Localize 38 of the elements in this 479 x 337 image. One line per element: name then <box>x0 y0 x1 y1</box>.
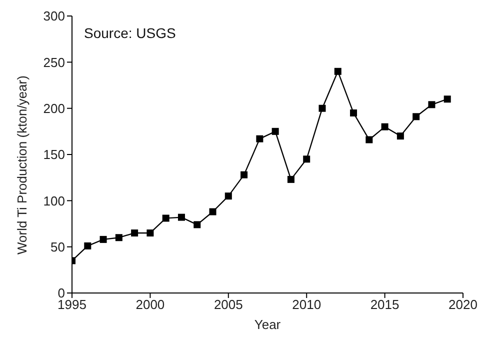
point <box>318 104 326 112</box>
point <box>381 123 388 130</box>
point <box>366 136 373 144</box>
point <box>272 128 279 135</box>
point <box>224 192 232 200</box>
point <box>194 221 201 228</box>
point <box>287 176 294 183</box>
y-tick-label: 250 <box>43 54 65 70</box>
point <box>256 135 264 142</box>
point <box>396 132 404 140</box>
x-axis-title: Year <box>254 317 282 332</box>
y-tick-label: 200 <box>43 100 65 116</box>
x-tick-label: 2005 <box>214 297 243 312</box>
point <box>444 96 451 103</box>
point <box>303 156 310 163</box>
point <box>100 236 107 243</box>
point <box>146 229 154 236</box>
point <box>428 101 436 108</box>
point <box>334 68 342 75</box>
point <box>350 109 358 116</box>
point <box>240 171 248 178</box>
x-tick-label: 2010 <box>292 297 322 312</box>
y-tick-label: 300 <box>43 8 65 24</box>
point <box>131 229 138 236</box>
point <box>115 234 122 242</box>
x-tick-label: 2000 <box>136 297 165 312</box>
point <box>178 214 185 221</box>
x-tick-label: 2020 <box>448 297 478 312</box>
point <box>412 113 420 120</box>
x-tick-label: 2015 <box>370 297 400 312</box>
annotation: Source: USGS <box>84 25 176 41</box>
point <box>84 242 92 250</box>
y-tick-label: 150 <box>43 147 65 162</box>
point <box>209 208 216 216</box>
point <box>162 214 170 222</box>
y-axis-title: World Ti Production (kton/year) <box>14 76 30 254</box>
y-tick-label: 50 <box>50 239 65 254</box>
y-tick-label: 100 <box>43 193 65 208</box>
